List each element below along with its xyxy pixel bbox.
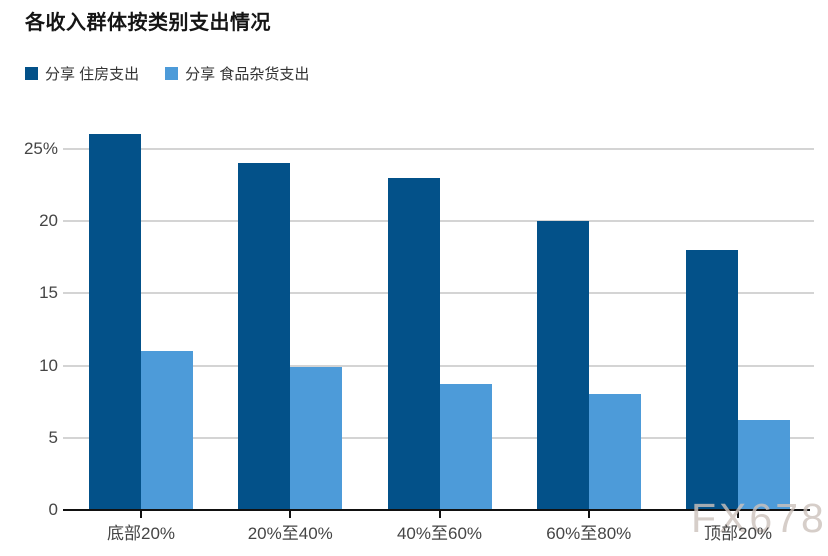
x-axis-tick xyxy=(289,510,292,518)
bar-series1-group0 xyxy=(141,351,193,510)
legend-swatch-icon xyxy=(25,67,38,80)
x-axis-line xyxy=(63,509,810,511)
y-axis-tick-label: 25% xyxy=(23,138,58,158)
x-axis-category-label: 60%至80% xyxy=(546,524,632,543)
y-axis-tick-label: 0 xyxy=(48,500,58,519)
watermark: FX678 xyxy=(691,495,827,541)
x-axis-category-label: 40%至60% xyxy=(396,524,483,543)
y-axis-tick-label: 20 xyxy=(39,211,58,230)
bar-series1-group2 xyxy=(439,384,492,510)
x-axis-tick xyxy=(737,510,739,518)
bar-series1-group3 xyxy=(588,394,641,510)
bar-series0-group4 xyxy=(686,249,738,510)
legend-swatch-icon xyxy=(165,67,179,80)
bar-series0-group1 xyxy=(238,163,291,510)
y-axis-tick-label: 10 xyxy=(39,355,58,375)
chart-title: 各收入群体按类别支出情况 xyxy=(25,12,271,34)
x-axis-tick xyxy=(140,510,142,518)
legend-item-0: 分享 住房支出 xyxy=(25,63,139,84)
legend-label: 分享 食品杂货支出 xyxy=(185,66,310,83)
gridline-25 xyxy=(63,147,814,150)
x-axis-category-label: 底部20% xyxy=(106,524,176,543)
legend: 分享 住房支出 分享 食品杂货支出 xyxy=(25,63,309,84)
legend-label: 分享 住房支出 xyxy=(45,66,140,83)
y-axis-tick-label: 15 xyxy=(39,283,58,303)
x-axis-tick xyxy=(438,510,441,518)
bar-series1-group4 xyxy=(738,420,790,510)
bar-series0-group0 xyxy=(89,134,141,510)
x-axis-tick xyxy=(587,510,590,518)
bar-series1-group1 xyxy=(290,366,343,510)
legend-item-1: 分享 食品杂货支出 xyxy=(165,63,309,84)
x-axis-category-label: 20%至40% xyxy=(247,524,333,543)
x-axis-category-label: 顶部20% xyxy=(703,524,773,543)
bar-series0-group3 xyxy=(536,221,589,510)
bar-series0-group2 xyxy=(387,177,440,510)
y-axis-tick-label: 5 xyxy=(48,427,58,447)
